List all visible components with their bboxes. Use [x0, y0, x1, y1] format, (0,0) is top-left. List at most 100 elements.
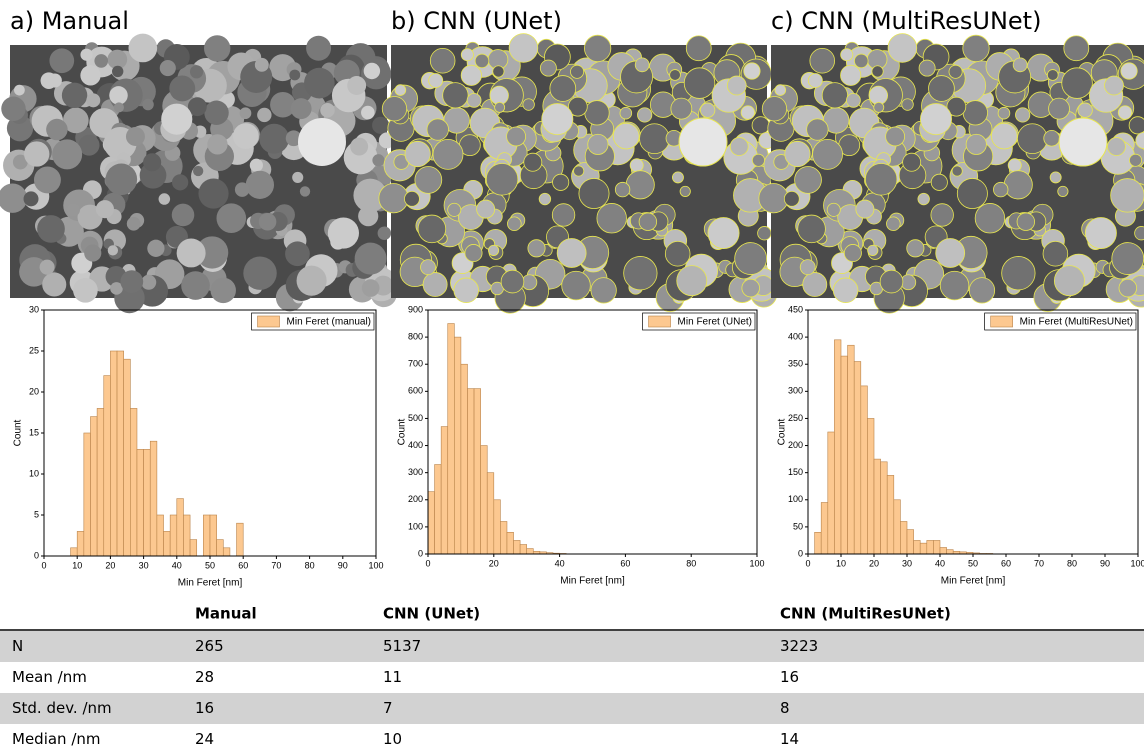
- y-tick-label: 10: [29, 468, 39, 478]
- particle: [405, 141, 430, 166]
- legend-swatch: [649, 316, 671, 327]
- bar: [130, 408, 137, 556]
- particle: [347, 76, 366, 95]
- particle: [250, 159, 263, 172]
- bar: [481, 446, 488, 554]
- table-cell: 28: [195, 668, 214, 686]
- particle: [1, 97, 25, 121]
- bar: [887, 475, 894, 554]
- y-tick-label: 350: [788, 359, 803, 369]
- x-tick-label: 60: [1001, 558, 1011, 568]
- particle: [300, 186, 310, 196]
- particle: [48, 73, 62, 87]
- particle: [886, 127, 905, 146]
- particle: [635, 58, 649, 72]
- particle: [24, 141, 49, 166]
- particle: [1002, 256, 1035, 289]
- particle: [639, 213, 657, 231]
- y-tick-label: 450: [788, 304, 803, 314]
- bar: [854, 362, 861, 554]
- bar: [110, 351, 117, 556]
- particle: [684, 68, 715, 99]
- particle: [803, 272, 827, 296]
- particle: [423, 272, 447, 296]
- bar: [874, 459, 881, 554]
- particle: [24, 191, 39, 206]
- particle: [752, 117, 769, 134]
- particle: [1111, 179, 1144, 213]
- particle: [443, 83, 468, 108]
- particle: [665, 241, 690, 266]
- bar: [841, 356, 848, 554]
- bar: [183, 515, 190, 556]
- particle: [822, 83, 847, 108]
- y-tick-label: 300: [408, 467, 423, 477]
- particle: [579, 178, 609, 208]
- particle: [379, 184, 408, 213]
- particle: [624, 256, 657, 289]
- particle: [382, 97, 406, 121]
- particle: [427, 119, 448, 140]
- particle: [507, 217, 521, 231]
- particle: [62, 83, 87, 108]
- y-tick-label: 15: [29, 427, 39, 437]
- particle: [1047, 70, 1058, 81]
- particle: [975, 203, 1005, 233]
- table-cell: 8: [780, 699, 790, 717]
- x-tick-label: 0: [41, 560, 46, 570]
- particle: [553, 174, 569, 190]
- table-cell: 7: [383, 699, 393, 717]
- bar: [894, 500, 901, 554]
- particle: [856, 200, 874, 218]
- particle: [785, 141, 810, 166]
- particle: [620, 107, 632, 119]
- particle: [259, 213, 277, 231]
- bar: [157, 515, 164, 556]
- x-tick-label: 40: [935, 558, 945, 568]
- particle: [204, 35, 230, 61]
- particle: [637, 108, 651, 122]
- particle: [557, 238, 586, 267]
- particle: [539, 193, 551, 205]
- particle: [969, 278, 994, 303]
- particle: [798, 215, 826, 243]
- particle: [808, 73, 822, 87]
- particle: [1107, 138, 1125, 156]
- particle: [169, 76, 195, 102]
- particle: [758, 226, 771, 239]
- particle: [109, 86, 128, 105]
- bar: [507, 532, 514, 554]
- bar: [867, 418, 874, 554]
- particle: [1078, 103, 1093, 118]
- particle: [963, 35, 989, 61]
- bar: [927, 540, 934, 554]
- particle: [361, 106, 375, 120]
- particle: [488, 245, 498, 255]
- particle: [493, 66, 504, 77]
- particle: [172, 204, 195, 227]
- bar: [821, 502, 828, 554]
- bar: [428, 492, 435, 554]
- particle: [841, 65, 861, 85]
- particle: [872, 66, 883, 77]
- particle: [204, 101, 228, 125]
- bar: [848, 345, 855, 554]
- particle: [1013, 58, 1027, 72]
- particle: [49, 48, 74, 73]
- particle: [34, 166, 61, 193]
- particle: [744, 63, 760, 79]
- particle: [1135, 226, 1144, 239]
- y-tick-label: 250: [788, 413, 803, 423]
- particle: [1049, 98, 1070, 119]
- particle: [1008, 159, 1021, 172]
- particle: [542, 104, 573, 135]
- y-tick-label: 400: [788, 331, 803, 341]
- particle: [255, 58, 269, 72]
- bar: [914, 540, 921, 554]
- particle: [233, 123, 259, 149]
- particle: [775, 85, 786, 96]
- particle: [42, 272, 66, 296]
- particle: [355, 243, 387, 275]
- particle: [172, 174, 188, 190]
- particle: [833, 278, 858, 303]
